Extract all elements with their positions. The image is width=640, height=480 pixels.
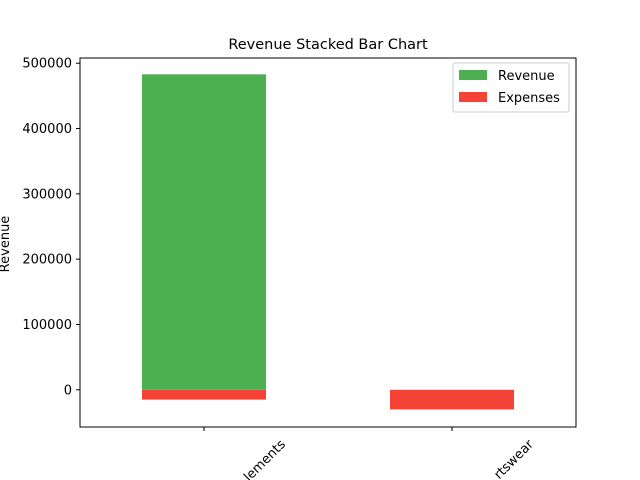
y-tick-label-2: 200000 <box>22 253 72 268</box>
bars-layer <box>142 74 514 410</box>
bar-expenses-0 <box>142 389 266 400</box>
y-axis-label: Revenue <box>0 216 13 273</box>
y-axis: 0 100000 200000 300000 400000 500000 <box>22 57 80 398</box>
bar-revenue-0 <box>142 74 266 390</box>
y-tick-label-4: 400000 <box>22 122 72 137</box>
legend-label-0: Revenue <box>498 69 555 84</box>
legend: Revenue Expenses <box>452 62 570 113</box>
y-tick-label-3: 300000 <box>22 187 72 202</box>
plot-frame <box>79 57 577 428</box>
legend-swatch-0 <box>459 70 487 80</box>
legend-label-1: Expenses <box>498 91 560 106</box>
y-tick-label-1: 100000 <box>22 318 72 333</box>
y-tick-label-5: 500000 <box>22 57 72 72</box>
chart-title: Revenue Stacked Bar Chart <box>228 37 428 53</box>
legend-swatch-1 <box>459 92 487 102</box>
bar-expenses-1 <box>390 389 514 410</box>
y-tick-label-0: 0 <box>64 383 72 398</box>
